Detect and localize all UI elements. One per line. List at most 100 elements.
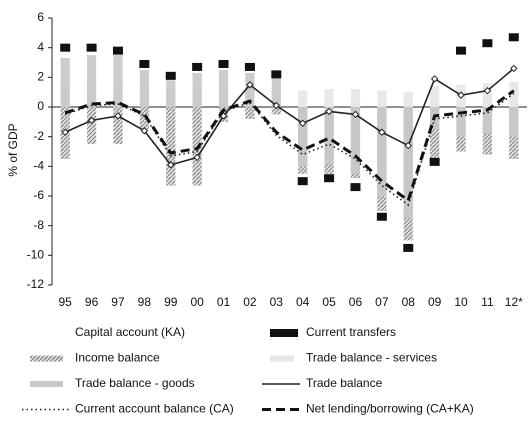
point — [272, 101, 281, 110]
bar — [113, 55, 123, 107]
x-tick-label: 06 — [349, 295, 363, 309]
marker — [403, 243, 414, 252]
y-tick-label: 6 — [37, 10, 44, 24]
legend-symbol — [30, 330, 63, 336]
bar — [430, 86, 440, 107]
bar — [86, 107, 97, 145]
bar — [271, 77, 281, 107]
point — [140, 127, 149, 135]
y-tick-label: 0 — [37, 99, 44, 113]
marker — [324, 174, 335, 183]
bar — [377, 90, 387, 107]
bar — [166, 107, 176, 186]
x-tick-label: 01 — [217, 295, 231, 309]
point — [430, 75, 439, 83]
point — [114, 112, 122, 120]
marker — [456, 46, 467, 55]
y-tick-label: -6 — [33, 188, 44, 202]
marker — [192, 62, 203, 71]
legend-symbol — [270, 355, 294, 362]
point — [483, 86, 492, 95]
marker — [482, 39, 493, 48]
legend-label: Income balance — [75, 351, 160, 365]
x-tick-label: 95 — [59, 295, 73, 309]
bar — [60, 58, 70, 107]
y-tick-label: -12 — [27, 277, 45, 291]
bar — [271, 107, 281, 115]
x-tick-label: 00 — [190, 295, 204, 309]
y-axis-label: % of GDP — [6, 123, 20, 176]
x-tick-label: 98 — [138, 295, 152, 309]
bar — [482, 107, 493, 134]
point — [510, 64, 518, 73]
x-tick-label: 04 — [296, 295, 310, 309]
bar — [324, 89, 334, 107]
bar — [456, 107, 466, 137]
y-tick-label: -10 — [27, 248, 45, 262]
legend-label: Net lending/borrowing (CA+KA) — [306, 402, 474, 416]
legend-label: Current transfers — [306, 325, 396, 339]
legend-symbol — [30, 381, 63, 387]
bar — [298, 107, 308, 167]
marker — [376, 212, 387, 221]
bar — [403, 92, 413, 107]
line — [64, 67, 515, 166]
x-tick-label: 07 — [375, 295, 389, 309]
legend-label: Trade balance — [306, 376, 383, 390]
bar — [350, 107, 361, 174]
x-tick-label: 97 — [111, 295, 125, 309]
marker — [297, 177, 308, 186]
line — [64, 93, 515, 207]
marker — [508, 33, 519, 42]
point — [61, 128, 69, 136]
y-tick-label: -8 — [33, 218, 44, 232]
bar — [324, 107, 334, 164]
y-tick-label: 2 — [37, 70, 44, 84]
y-tick-label: -4 — [33, 159, 44, 173]
x-tick-label: 08 — [402, 295, 416, 309]
x-tick-label: 96 — [85, 295, 99, 309]
bar — [377, 107, 387, 196]
point — [246, 81, 254, 89]
legend-label: Capital account (KA) — [75, 325, 185, 339]
x-tick-label: 99 — [164, 295, 178, 309]
marker — [165, 71, 176, 80]
x-tick-label: 05 — [322, 295, 336, 309]
bar — [482, 83, 493, 107]
point — [378, 128, 386, 136]
bar — [245, 107, 255, 119]
bar — [403, 107, 413, 219]
bar — [430, 107, 440, 159]
marker — [218, 59, 229, 68]
point — [193, 153, 201, 162]
bar — [113, 107, 123, 145]
x-tick-label: 02 — [243, 295, 257, 309]
point — [457, 91, 465, 99]
legend-label: Current account balance (CA) — [75, 402, 234, 416]
line — [64, 89, 515, 203]
legend-label: Trade balance - services — [306, 351, 437, 365]
marker — [60, 43, 71, 52]
x-tick-label: 10 — [454, 295, 468, 309]
marker — [350, 183, 361, 192]
marker — [112, 46, 123, 55]
point — [404, 141, 412, 150]
legend-symbol — [30, 355, 63, 362]
legend-symbol — [270, 329, 298, 337]
marker — [139, 59, 150, 68]
point — [167, 161, 175, 169]
bar — [298, 90, 308, 107]
bar — [166, 80, 176, 107]
marker — [244, 62, 255, 71]
x-tick-label: 03 — [270, 295, 284, 309]
bar — [192, 72, 202, 107]
point — [298, 119, 307, 128]
marker — [86, 43, 97, 52]
bar — [509, 107, 519, 137]
bar — [139, 69, 149, 107]
y-tick-label: -2 — [33, 129, 44, 143]
bar — [350, 89, 361, 107]
bar — [218, 69, 229, 107]
marker — [271, 70, 282, 79]
